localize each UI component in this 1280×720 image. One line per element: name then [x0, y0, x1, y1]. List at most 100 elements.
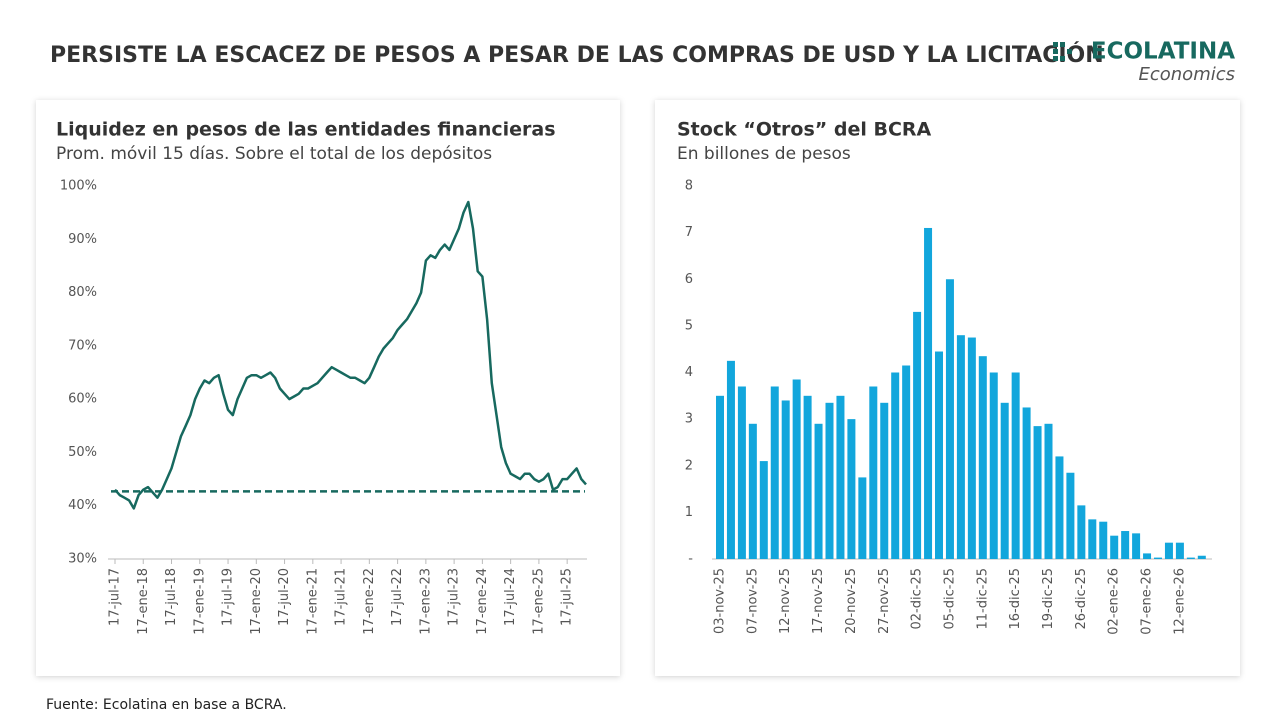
x-tick-label: 17-jul-22: [390, 568, 405, 626]
x-tick-label: 16-dic-25: [1008, 568, 1023, 629]
source: Fuente: Ecolatina en base a BCRA.: [46, 697, 287, 713]
x-tick-label: 12-ene-26: [1172, 568, 1187, 635]
bar: [836, 395, 845, 559]
bar: [1110, 535, 1119, 559]
x-tick-label: 17-jul-23: [447, 568, 462, 626]
x-tick-label: 17-jul-18: [164, 568, 179, 626]
chart-subtitle: Prom. móvil 15 días. Sobre el total de l…: [56, 144, 492, 164]
y-tick-label: 80%: [68, 285, 97, 300]
bar: [1197, 555, 1206, 559]
bar: [1022, 407, 1031, 559]
logo-icon: [1053, 42, 1072, 61]
x-tick-label: 11-dic-25: [975, 568, 990, 629]
x-tick-label: 17-jul-19: [221, 568, 236, 626]
y-tick-label: 5: [685, 318, 693, 333]
bar: [1044, 423, 1053, 559]
x-tick-label: 07-nov-25: [745, 568, 760, 634]
chart-subtitle: En billones de pesos: [677, 144, 851, 164]
x-tick-label: 19-dic-25: [1041, 568, 1056, 629]
bar: [825, 402, 834, 559]
bar: [726, 360, 735, 559]
page-title: PERSISTE LA ESCACEZ DE PESOS A PESAR DE …: [50, 42, 1104, 68]
bar: [716, 395, 724, 559]
x-tick-label: 17-jul-21: [334, 568, 349, 626]
x-tick-label: 05-dic-25: [942, 568, 957, 629]
x-tick-label: 17-jul-25: [560, 568, 575, 626]
x-tick-label: 27-nov-25: [877, 568, 892, 634]
x-tick-label: 02-dic-25: [910, 568, 925, 629]
x-tick-label: 17-jul-20: [277, 568, 292, 626]
bar: [924, 227, 933, 559]
x-tick-label: 17-ene-23: [418, 568, 433, 635]
y-tick-label: 4: [685, 365, 693, 380]
x-tick-label: 17-ene-24: [475, 568, 490, 635]
y-tick-label: 7: [685, 225, 693, 240]
bar: [1143, 553, 1152, 559]
y-tick-label: 3: [685, 412, 693, 427]
bar: [913, 311, 922, 559]
bar: [902, 365, 911, 559]
bar: [803, 395, 812, 559]
bar: [1099, 521, 1108, 559]
bar: [1164, 542, 1173, 559]
bar: [880, 402, 889, 559]
x-tick-label: 17-nov-25: [811, 568, 826, 634]
chart-title: Liquidez en pesos de las entidades finan…: [56, 119, 556, 141]
bar: [935, 351, 943, 559]
y-tick-label: 100%: [60, 179, 97, 194]
bar: [847, 419, 856, 559]
x-tick-label: 17-ene-21: [305, 568, 320, 635]
x-tick-label: 02-ene-26: [1107, 568, 1122, 635]
bar: [1011, 372, 1020, 559]
x-tick-label: 26-dic-25: [1074, 568, 1089, 629]
bar: [748, 423, 757, 559]
bar: [781, 400, 790, 559]
x-tick-label: 03-nov-25: [713, 568, 728, 634]
y-tick-label: 30%: [68, 552, 97, 567]
y-tick-label: 1: [685, 505, 693, 520]
bar: [1033, 426, 1042, 559]
y-tick-label: 2: [685, 458, 693, 473]
y-tick-label: 60%: [68, 392, 97, 407]
bar: [1175, 542, 1184, 559]
bar: [891, 372, 900, 559]
bar: [967, 337, 976, 559]
bar: [978, 356, 987, 559]
bar: [945, 279, 954, 559]
y-tick-label: 40%: [68, 498, 97, 513]
x-tick-label: 07-ene-26: [1140, 568, 1155, 635]
x-tick-label: 17-ene-18: [136, 568, 151, 635]
x-tick-label: 12-nov-25: [778, 568, 793, 634]
bar: [1000, 402, 1009, 559]
bar: [989, 372, 998, 559]
bar: [737, 386, 746, 559]
bar: [759, 461, 768, 559]
y-tick-label: -: [688, 552, 693, 567]
brand: ECOLATINA: [1091, 39, 1235, 65]
bar: [770, 386, 779, 559]
x-tick-label: 17-ene-19: [192, 568, 207, 635]
x-tick-label: 20-nov-25: [844, 568, 859, 634]
x-tick-label: 17-ene-22: [362, 568, 377, 635]
bar: [956, 335, 965, 559]
bar: [858, 477, 867, 559]
chart-title: Stock “Otros” del BCRA: [677, 119, 932, 141]
line: [114, 200, 587, 510]
x-tick-label: 17-jul-24: [503, 568, 518, 626]
bar: [1186, 557, 1195, 559]
y-tick-label: 50%: [68, 445, 97, 460]
bar: [1121, 531, 1130, 559]
x-tick-label: 17-jul-17: [108, 568, 123, 626]
brand-sub: Economics: [1138, 64, 1235, 85]
bar: [1077, 505, 1086, 559]
y-tick-label: 6: [685, 272, 693, 287]
bar: [1132, 533, 1141, 559]
x-tick-label: 17-ene-25: [531, 568, 546, 635]
bar: [792, 379, 801, 559]
y-tick-label: 8: [685, 179, 693, 194]
bar: [869, 386, 878, 559]
bar: [1154, 557, 1162, 559]
y-tick-label: 70%: [68, 338, 97, 353]
bar: [1066, 472, 1075, 559]
